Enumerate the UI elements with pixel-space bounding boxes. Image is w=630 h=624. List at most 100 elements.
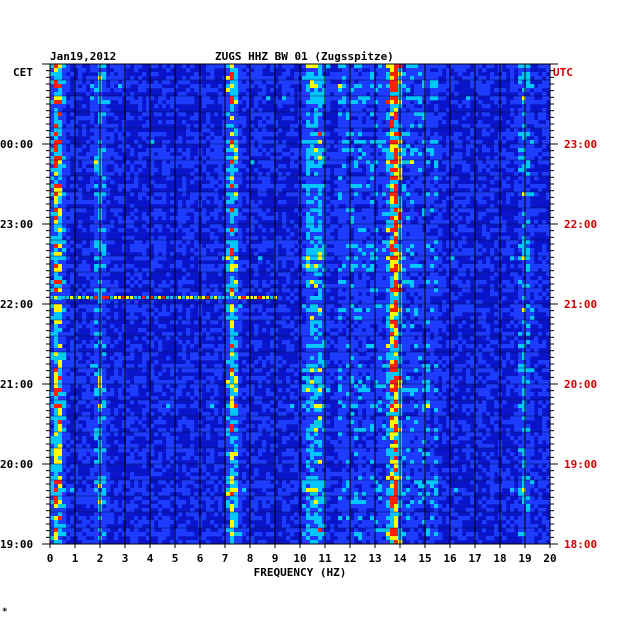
spectrogram-cell xyxy=(70,100,75,105)
spectrogram-cell xyxy=(526,204,531,209)
spectrogram-cell xyxy=(290,96,295,101)
spectrogram-cell xyxy=(206,88,211,93)
spectrogram-cell xyxy=(238,64,243,69)
spectrogram-cell xyxy=(334,144,339,149)
spectrogram-cell xyxy=(122,128,127,133)
spectrogram-cell xyxy=(302,128,307,133)
spectrogram-cell xyxy=(118,220,123,225)
spectrogram-cell xyxy=(314,316,319,321)
spectrogram-cell xyxy=(322,176,327,181)
spectrogram-cell xyxy=(326,284,331,289)
spectrogram-cell xyxy=(82,88,87,93)
spectrogram-cell xyxy=(86,168,91,173)
spectrogram-cell xyxy=(426,320,431,325)
spectrogram-cell xyxy=(238,176,243,181)
spectrogram-cell xyxy=(326,288,331,293)
spectrogram-cell xyxy=(182,120,187,125)
spectrogram-cell xyxy=(434,144,439,149)
spectrogram-cell xyxy=(206,216,211,221)
spectrogram-cell xyxy=(346,228,351,233)
spectrogram-cell xyxy=(154,308,159,313)
spectrogram-cell xyxy=(522,252,527,257)
spectrogram-cell xyxy=(414,312,419,317)
spectrogram-cell xyxy=(354,240,359,245)
spectrogram-cell xyxy=(174,216,179,221)
spectrogram-cell xyxy=(418,236,423,241)
spectrogram-cell xyxy=(358,160,363,165)
spectrogram-cell xyxy=(418,76,423,81)
spectrogram-cell xyxy=(174,100,179,105)
spectrogram-cell xyxy=(146,112,151,117)
spectrogram-cell xyxy=(362,288,367,293)
spectrogram-cell xyxy=(518,96,523,101)
spectrogram-cell xyxy=(70,312,75,317)
spectrogram-cell xyxy=(378,160,383,165)
spectrogram-cell xyxy=(434,80,439,85)
spectrogram-cell xyxy=(78,268,83,273)
spectrogram-cell xyxy=(226,112,231,117)
spectrogram-cell xyxy=(358,120,363,125)
spectrogram-cell xyxy=(238,240,243,245)
spectrogram-cell xyxy=(410,196,415,201)
spectrogram-cell xyxy=(382,244,387,249)
spectrogram-cell xyxy=(70,148,75,153)
spectrogram-cell xyxy=(438,68,443,73)
spectrogram-cell xyxy=(438,64,443,69)
spectrogram-cell xyxy=(70,216,75,221)
spectrogram-cell xyxy=(370,228,375,233)
spectrogram-cell xyxy=(54,332,59,337)
spectrogram-cell xyxy=(90,240,95,245)
spectrogram-cell xyxy=(266,172,271,177)
spectrogram-cell xyxy=(282,308,287,313)
spectrogram-cell xyxy=(466,196,471,201)
spectrogram-cell xyxy=(330,256,335,261)
spectrogram-cell xyxy=(226,320,231,325)
spectrogram-cell xyxy=(518,332,523,337)
spectrogram-cell xyxy=(386,324,391,329)
spectrogram-cell xyxy=(418,300,423,305)
spectrogram-cell xyxy=(470,140,475,145)
spectrogram-cell xyxy=(302,288,307,293)
spectrogram-cell xyxy=(258,316,263,321)
spectrogram-cell xyxy=(82,116,87,121)
spectrogram-cell xyxy=(382,228,387,233)
spectrogram-cell xyxy=(238,76,243,81)
spectrogram-cell xyxy=(270,308,275,313)
spectrogram-cell xyxy=(150,72,155,77)
spectrogram-cell xyxy=(102,64,107,69)
spectrogram-cell xyxy=(410,72,415,77)
spectrogram-cell xyxy=(142,212,147,217)
spectrogram-cell xyxy=(282,220,287,225)
spectrogram-cell xyxy=(306,228,311,233)
spectrogram-cell xyxy=(50,188,55,193)
spectrogram-cell xyxy=(374,260,379,265)
spectrogram-cell xyxy=(206,176,211,181)
spectrogram-cell xyxy=(54,252,59,257)
spectrogram-cell xyxy=(270,88,275,93)
spectrogram-cell xyxy=(150,180,155,185)
spectrogram-cell xyxy=(374,84,379,89)
spectrogram-cell xyxy=(434,204,439,209)
spectrogram-cell xyxy=(50,304,55,309)
spectrogram-cell xyxy=(510,332,515,337)
spectrogram-cell xyxy=(110,180,115,185)
spectrogram-cell xyxy=(114,264,119,269)
spectrogram-cell xyxy=(242,140,247,145)
spectrogram-cell xyxy=(302,276,307,281)
spectrogram-cell xyxy=(202,276,207,281)
spectrogram-cell xyxy=(334,152,339,157)
spectrogram-cell xyxy=(102,104,107,109)
spectrogram-cell xyxy=(118,208,123,213)
spectrogram-cell xyxy=(318,120,323,125)
spectrogram-cell xyxy=(246,92,251,97)
spectrogram-cell xyxy=(154,184,159,189)
spectrogram-cell xyxy=(138,88,143,93)
spectrogram-cell xyxy=(142,80,147,85)
spectrogram-cell xyxy=(490,288,495,293)
spectrogram-cell xyxy=(482,132,487,137)
spectrogram-cell xyxy=(330,240,335,245)
spectrogram-cell xyxy=(334,200,339,205)
spectrogram-cell xyxy=(294,164,299,169)
spectrogram-cell xyxy=(530,240,535,245)
spectrogram-cell xyxy=(106,252,111,257)
